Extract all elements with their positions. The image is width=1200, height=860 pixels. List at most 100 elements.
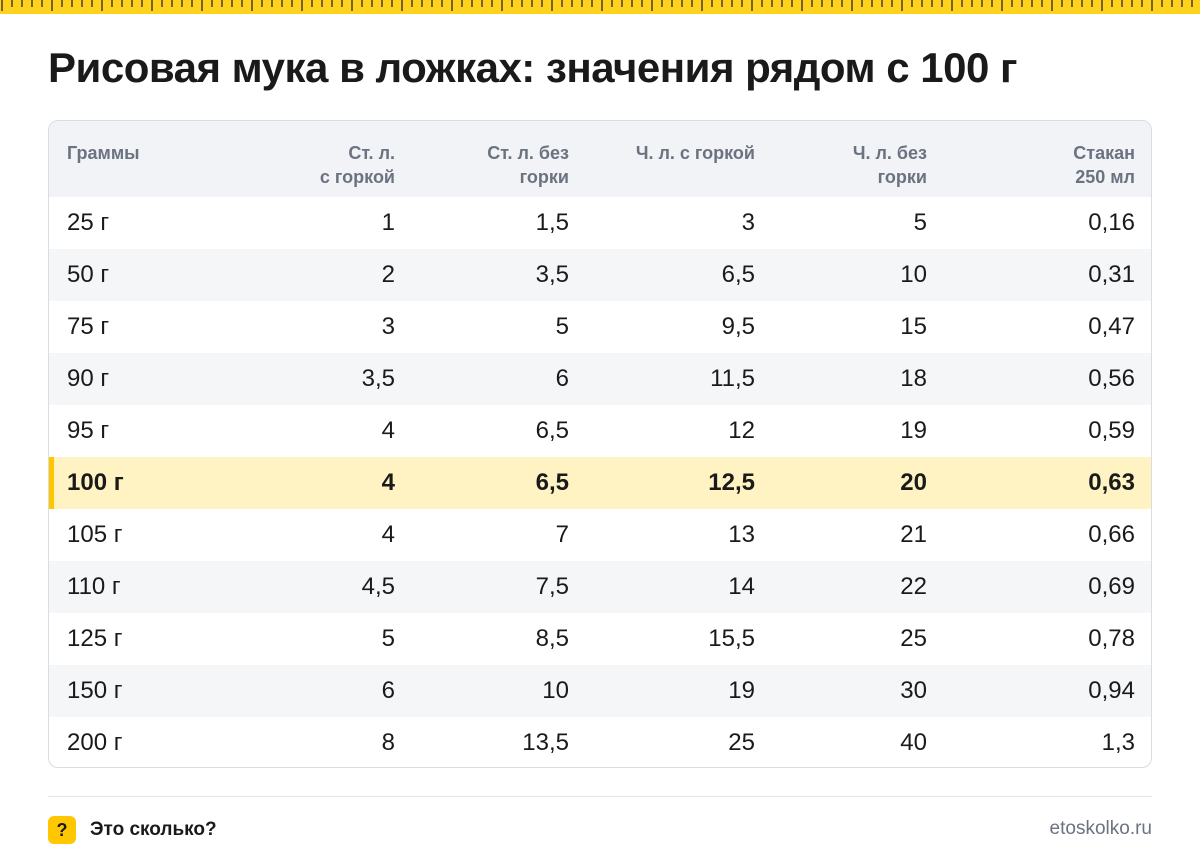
ruler-strip bbox=[0, 0, 1200, 14]
header-line: Ч. л. без bbox=[852, 143, 927, 163]
table-cell: 25 bbox=[728, 729, 755, 756]
table-cell: 8 bbox=[381, 729, 395, 756]
table-cell: 22 bbox=[900, 573, 927, 600]
header-line: Ст. л. bbox=[348, 143, 395, 163]
question-badge-icon: ? bbox=[48, 816, 76, 844]
table-cell: 7 bbox=[555, 521, 569, 548]
table-cell: 21 bbox=[900, 521, 927, 548]
table-cell: 9,5 bbox=[721, 313, 755, 340]
table-cell: 13,5 bbox=[522, 729, 569, 756]
table-row: 125 г 5 8,5 15,5 25 0,78 bbox=[49, 613, 1151, 665]
table-body: 25 г 1 1,5 3 5 0,16 50 г 2 3,5 6,5 10 0,31 75 г 3 5 9,5… bbox=[49, 197, 1151, 767]
header-tbsp-heaped: Ст. л. с горкой bbox=[239, 121, 415, 197]
table-cell: 6,5 bbox=[535, 469, 569, 496]
table-row: 75 г 3 5 9,5 15 0,47 bbox=[49, 301, 1151, 353]
table-cell: 4,5 bbox=[361, 573, 395, 600]
table-cell: 4 bbox=[381, 469, 395, 496]
table-cell: 30 bbox=[900, 677, 927, 704]
header-cup: Стакан 250 мл bbox=[947, 121, 1151, 197]
table-cell: 4 bbox=[381, 417, 395, 444]
table-cell: 0,31 bbox=[1088, 261, 1135, 288]
table-cell: 95 г bbox=[67, 417, 110, 444]
table-cell: 4 bbox=[381, 521, 395, 548]
table-cell: 8,5 bbox=[535, 625, 569, 652]
brand-name: Это сколько? bbox=[90, 819, 217, 840]
header-tsp-level: Ч. л. без горки bbox=[775, 121, 947, 197]
header-tbsp-level: Ст. л. без горки bbox=[415, 121, 589, 197]
table-cell: 0,16 bbox=[1088, 209, 1135, 236]
table-cell: 200 г bbox=[67, 729, 123, 756]
table-cell: 1 bbox=[381, 209, 395, 236]
table-cell: 0,63 bbox=[1088, 469, 1135, 496]
table-cell: 20 bbox=[900, 469, 927, 496]
table-cell: 5 bbox=[555, 313, 569, 340]
table-cell: 3 bbox=[381, 313, 395, 340]
table-cell: 10 bbox=[900, 261, 927, 288]
table-cell: 3,5 bbox=[361, 365, 395, 392]
page-title: Рисовая мука в ложках: значения рядом с … bbox=[48, 44, 1018, 91]
table-cell: 12,5 bbox=[708, 469, 755, 496]
table-cell: 1,3 bbox=[1101, 729, 1135, 756]
table-cell: 6 bbox=[381, 677, 395, 704]
footer-brand: ? Это сколько? bbox=[48, 816, 217, 844]
table-cell: 19 bbox=[728, 677, 755, 704]
table-cell: 25 г bbox=[67, 209, 110, 236]
header-line: Стакан bbox=[1073, 143, 1135, 163]
conversion-table: Граммы Ст. л. с горкой Ст. л. без горки Ч. л.… bbox=[49, 121, 1151, 767]
table-cell: 50 г bbox=[67, 261, 110, 288]
header-line: горки bbox=[519, 167, 569, 187]
table-cell: 0,69 bbox=[1088, 573, 1135, 600]
table-cell: 150 г bbox=[67, 677, 123, 704]
header-grams: Граммы bbox=[49, 121, 239, 197]
header-line: 250 мл bbox=[1075, 167, 1135, 187]
table-cell: 15,5 bbox=[708, 625, 755, 652]
table-cell: 0,94 bbox=[1088, 677, 1135, 704]
header-line: Ч. л. с горкой bbox=[635, 143, 755, 163]
table-cell: 5 bbox=[913, 209, 927, 236]
table-cell: 5 bbox=[381, 625, 395, 652]
table-cell: 12 bbox=[728, 417, 755, 444]
table-cell: 0,66 bbox=[1088, 521, 1135, 548]
table-cell: 75 г bbox=[67, 313, 110, 340]
table-cell: 19 bbox=[900, 417, 927, 444]
header-line: с горкой bbox=[319, 167, 395, 187]
header-line: Ст. л. без bbox=[487, 143, 569, 163]
table-cell: 40 bbox=[900, 729, 927, 756]
header-tsp-heaped: Ч. л. с горкой bbox=[589, 121, 775, 197]
table-row: 95 г 4 6,5 12 19 0,59 bbox=[49, 405, 1151, 457]
table-cell: 15 bbox=[900, 313, 927, 340]
table-cell: 10 bbox=[542, 677, 569, 704]
table-cell: 100 г bbox=[49, 457, 239, 509]
table-cell: 2 bbox=[381, 261, 395, 288]
table-cell: 7,5 bbox=[535, 573, 569, 600]
table-header: Граммы Ст. л. с горкой Ст. л. без горки Ч. л.… bbox=[49, 121, 1151, 197]
table-cell: 18 bbox=[900, 365, 927, 392]
header-line: Граммы bbox=[67, 143, 140, 163]
table-row-highlighted: 100 г 4 6,5 12,5 20 0,63 bbox=[49, 457, 1151, 509]
table-cell: 6,5 bbox=[535, 417, 569, 444]
table-cell: 105 г bbox=[67, 521, 123, 548]
table-row: 110 г 4,5 7,5 14 22 0,69 bbox=[49, 561, 1151, 613]
table-row: 200 г 8 13,5 25 40 1,3 bbox=[49, 717, 1151, 767]
table-cell: 3 bbox=[741, 209, 755, 236]
table-row: 50 г 2 3,5 6,5 10 0,31 bbox=[49, 249, 1151, 301]
table-cell: 0,78 bbox=[1088, 625, 1135, 652]
table-cell: 0,47 bbox=[1088, 313, 1135, 340]
table-cell: 6,5 bbox=[721, 261, 755, 288]
footer-divider bbox=[48, 796, 1152, 797]
table-cell: 1,5 bbox=[535, 209, 569, 236]
table-cell: 11,5 bbox=[710, 365, 755, 392]
table-cell: 14 bbox=[728, 573, 755, 600]
table-cell: 6 bbox=[555, 365, 569, 392]
table-row: 150 г 6 10 19 30 0,94 bbox=[49, 665, 1151, 717]
site-url: etoskolko.ru bbox=[1049, 818, 1152, 839]
table-cell: 125 г bbox=[67, 625, 123, 652]
table-cell: 25 bbox=[900, 625, 927, 652]
conversion-table-card: Граммы Ст. л. с горкой Ст. л. без горки Ч. л.… bbox=[48, 120, 1152, 768]
table-cell: 3,5 bbox=[535, 261, 569, 288]
table-cell: 13 bbox=[728, 521, 755, 548]
table-cell: 90 г bbox=[67, 365, 110, 392]
table-cell: 0,59 bbox=[1088, 417, 1135, 444]
header-line: горки bbox=[877, 167, 927, 187]
table-row: 90 г 3,5 6 11,5 18 0,56 bbox=[49, 353, 1151, 405]
